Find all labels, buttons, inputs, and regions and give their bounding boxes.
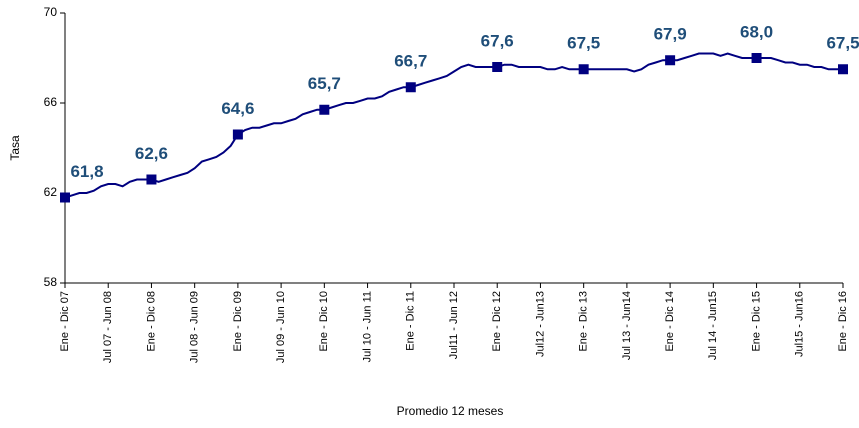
x-tick-label: Ene - Dic 16: [837, 291, 849, 352]
y-axis-title: Tasa: [8, 135, 22, 161]
x-tick-label: Jul 10 - Jun 11: [361, 291, 373, 362]
y-tick-label: 62: [44, 185, 58, 199]
data-marker: [319, 104, 330, 115]
data-label: 67,9: [654, 25, 687, 44]
x-tick-label: Jul 08 - Jun 09: [189, 291, 201, 363]
y-tick-label: 66: [44, 95, 58, 109]
x-tick-label: Ene - Dic 14: [664, 291, 676, 352]
data-marker: [751, 53, 762, 63]
x-tick-label: Jul11 - Jun 12: [448, 291, 460, 359]
x-tick-label: Jul 13 - Jun14: [621, 291, 633, 360]
data-label: 66,7: [394, 52, 427, 71]
data-label: 64,6: [221, 99, 254, 118]
x-tick-label: Jul12 - Jun13: [534, 291, 546, 357]
x-axis-title: Promedio 12 meses: [397, 404, 504, 418]
data-line: [64, 52, 843, 199]
data-marker: [146, 174, 157, 185]
data-marker: [492, 62, 503, 72]
data-label: 61,8: [70, 162, 103, 181]
y-tick-label: 58: [44, 275, 58, 289]
x-tick-label: Jul 14 - Jun15: [707, 291, 719, 360]
data-marker: [405, 82, 416, 93]
x-tick-label: Ene - Dic 11: [405, 291, 417, 351]
data-label: 67,5: [826, 34, 859, 53]
data-marker: [665, 55, 676, 66]
data-marker: [838, 64, 848, 75]
x-tick-label: Ene - Dic 07: [59, 291, 71, 352]
x-tick-label: Jul15 - Jun16: [794, 291, 806, 357]
x-tick-label: Ene - Dic 10: [318, 291, 330, 352]
data-label: 65,7: [308, 74, 341, 93]
data-marker: [578, 64, 589, 75]
x-tick-label: Ene - Dic 13: [578, 291, 590, 352]
data-label: 67,6: [481, 31, 514, 50]
x-tick-label: Ene - Dic 09: [232, 291, 244, 352]
data-label: 68,0: [740, 22, 773, 41]
x-tick-label: Ene - Dic 12: [491, 291, 503, 352]
data-label: 67,5: [567, 34, 600, 53]
data-marker: [232, 129, 243, 140]
x-tick-label: Ene - Dic 15: [750, 291, 762, 352]
y-tick-label: 70: [44, 5, 58, 19]
x-tick-label: Jul 07 - Jun 08: [102, 291, 114, 363]
data-marker: [60, 192, 70, 203]
x-tick-label: Ene - Dic 08: [145, 291, 157, 352]
data-label: 62,6: [135, 144, 168, 163]
x-tick-label: Jul 09 - Jun 10: [275, 291, 287, 363]
